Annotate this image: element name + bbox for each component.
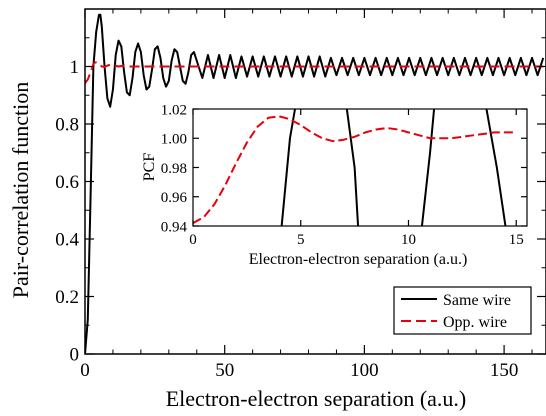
inset-x-tick-label: 5	[297, 232, 305, 248]
inset-y-tick-label: 1.00	[161, 132, 187, 148]
main-y-axis-label: Pair-correlation function	[8, 82, 33, 298]
legend-label-opp-wire: Opp. wire	[443, 314, 507, 331]
inset-background	[148, 103, 533, 268]
inset-y-axis-label: PCF	[141, 153, 158, 182]
inset-x-axis-label: Electron-electron separation (a.u.)	[249, 251, 468, 268]
inset-series-opp-wire	[193, 115, 517, 224]
legend: Same wire Opp. wire	[393, 286, 532, 335]
inset-x-tick-label: 15	[509, 232, 524, 248]
main-y-tick-label: 0.6	[55, 172, 79, 193]
inset-x-tick-label: 0	[189, 232, 197, 248]
inset-x-tick-label: 10	[401, 232, 416, 248]
main-x-tick-label: 50	[215, 360, 234, 381]
main-x-tick-label: 0	[80, 360, 90, 381]
main-y-tick-label: 0.8	[55, 115, 79, 136]
inset-y-tick-label: 0.96	[161, 190, 188, 206]
main-series-opp-wire	[85, 61, 544, 84]
inset-axis-ticks: 0 5 10 15 0.94 0.96 0.98 1.00 1.02	[161, 102, 527, 248]
inset-y-tick-label: 0.98	[161, 161, 187, 177]
main-y-tick-label: 1	[70, 57, 80, 78]
inset-chart: 0 5 10 15 0.94 0.96 0.98 1.00 1.02 Electron-elec…	[141, 102, 533, 268]
main-series-lines	[85, 13, 545, 354]
main-x-tick-label: 100	[350, 360, 379, 381]
inset-series-lines	[193, 109, 517, 226]
main-y-tick-label: 0.2	[55, 287, 79, 308]
legend-label-same-wire: Same wire	[443, 292, 511, 309]
inset-y-tick-label: 1.02	[161, 102, 187, 118]
main-x-tick-label: 150	[490, 360, 519, 381]
legend-box	[393, 286, 532, 335]
main-x-axis-label: Electron-electron separation (a.u.)	[166, 386, 467, 411]
main-y-tick-label: 0	[70, 345, 80, 366]
main-y-tick-label: 0.4	[55, 230, 79, 251]
inset-y-tick-label: 0.94	[161, 219, 188, 235]
